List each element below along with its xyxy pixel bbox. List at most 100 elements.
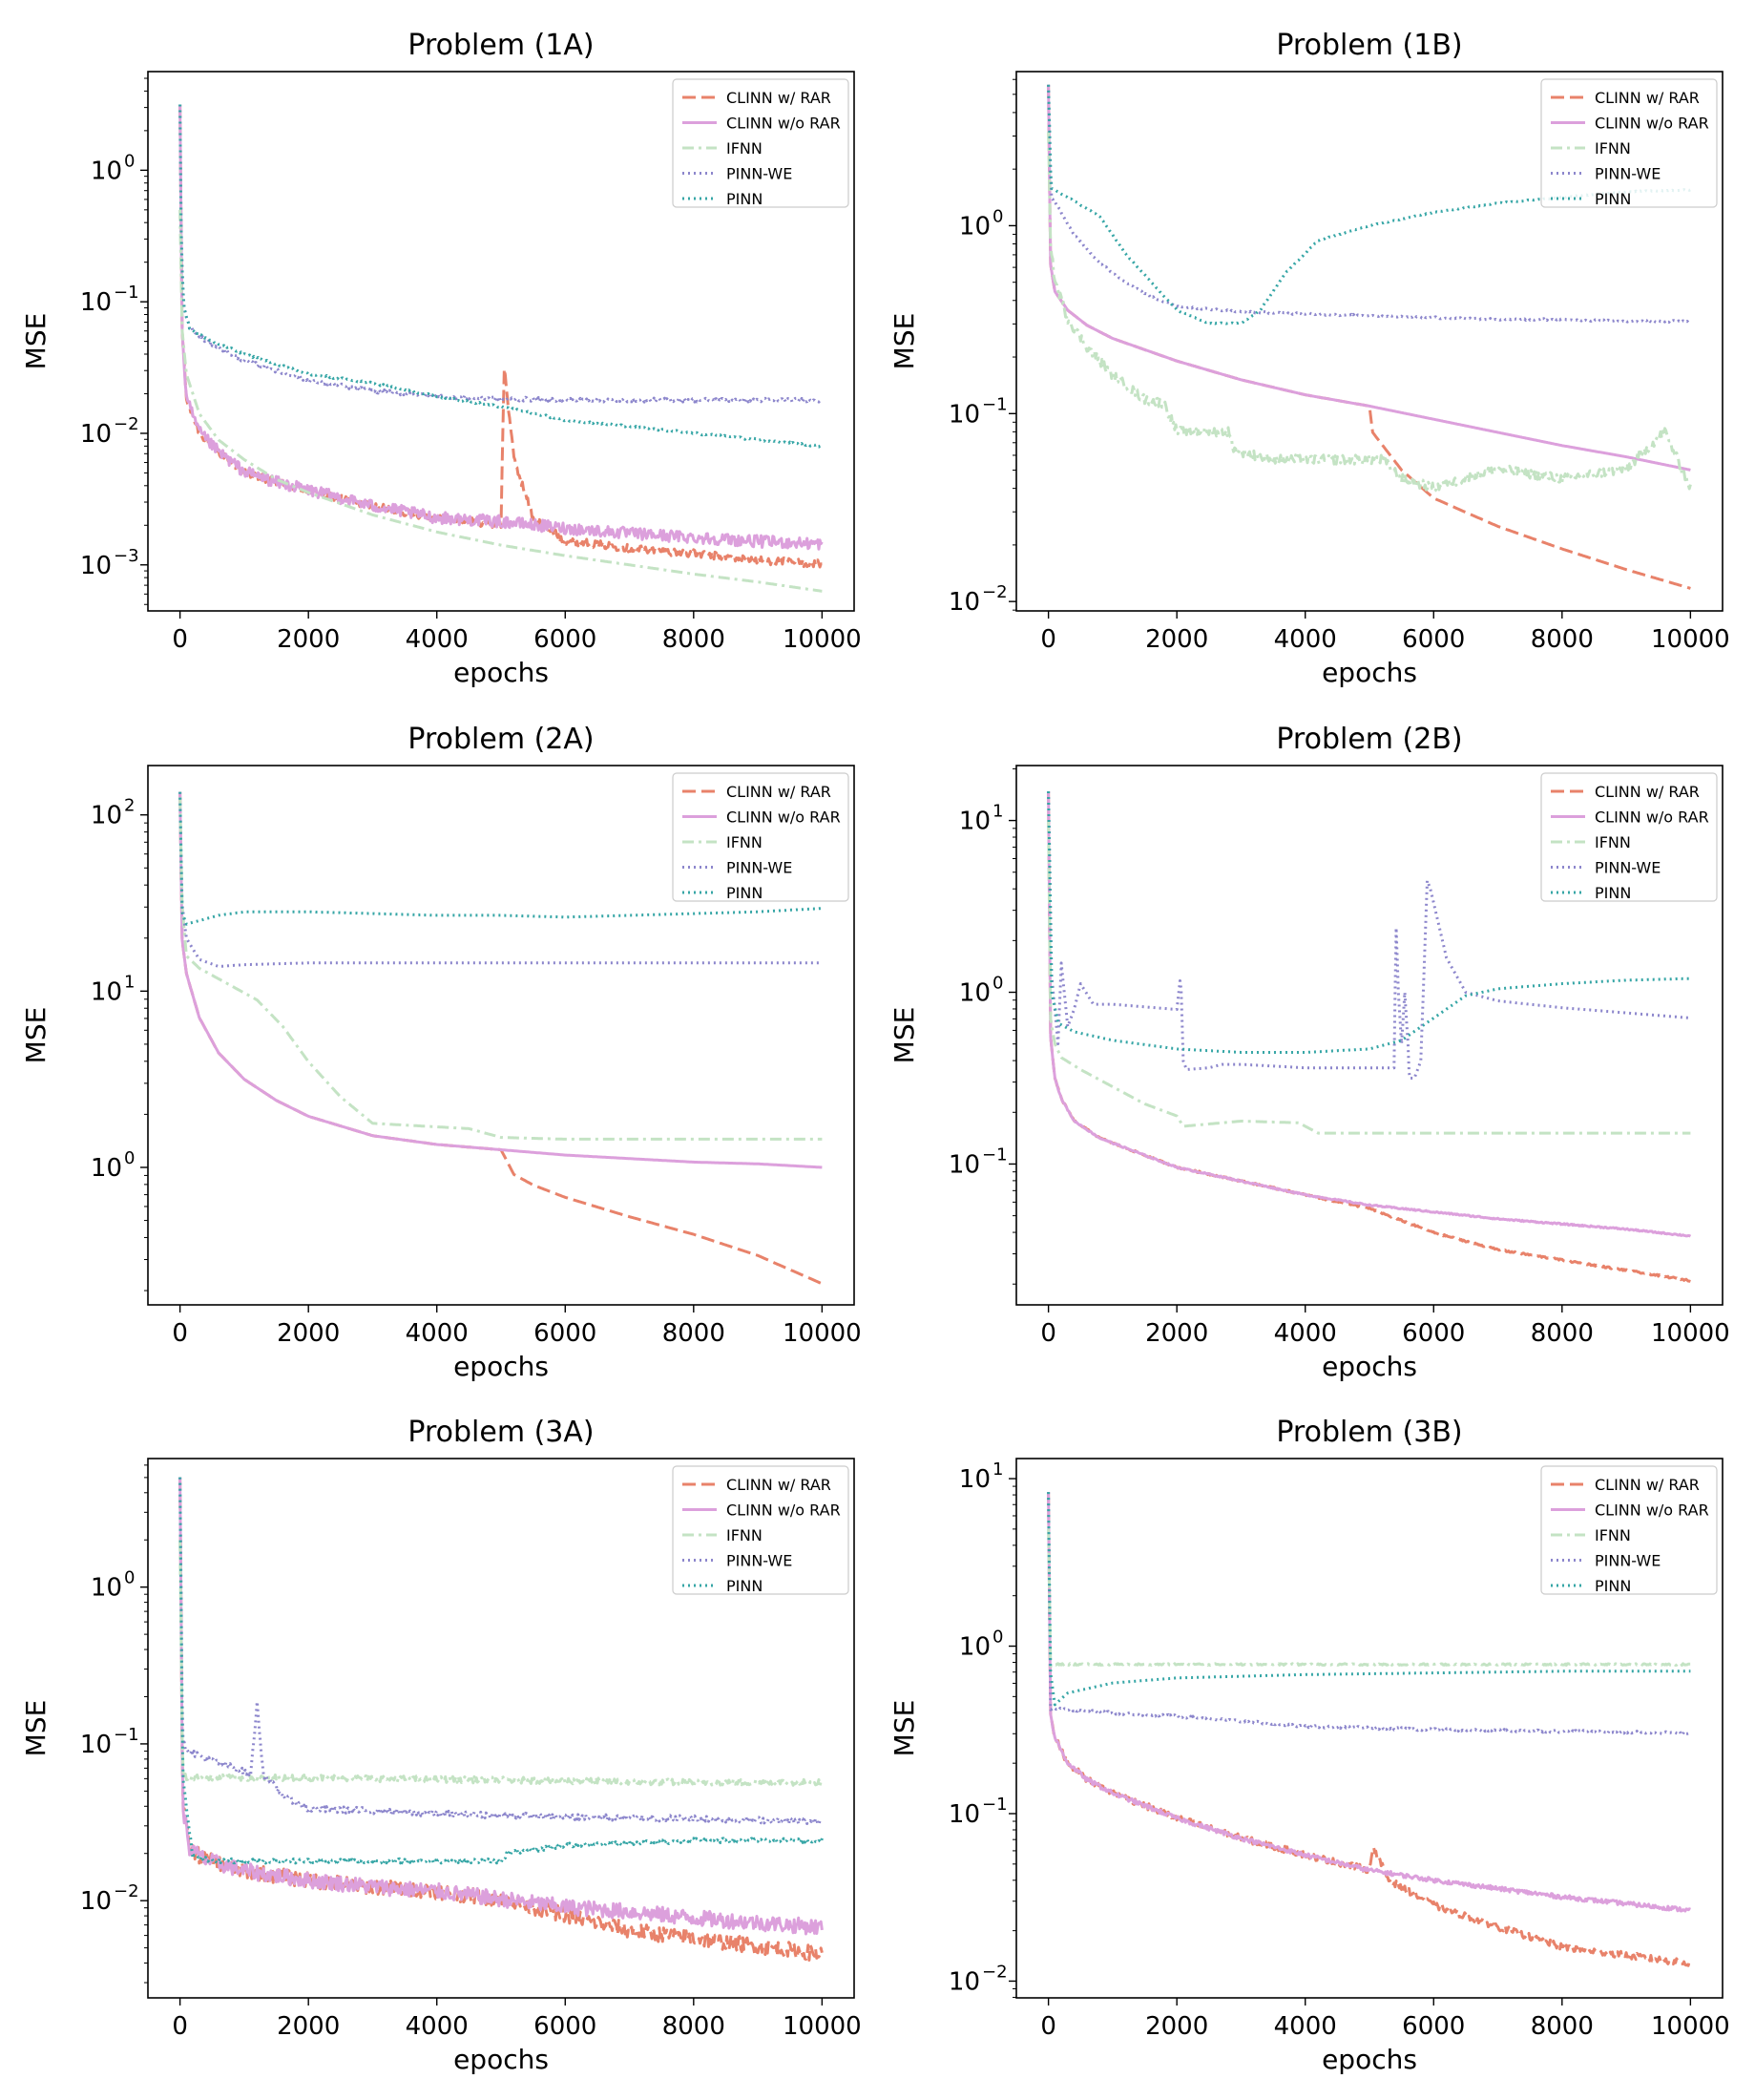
x-tick-label: 10000	[1651, 625, 1730, 654]
x-tick-label: 4000	[1274, 2012, 1337, 2041]
series-line-3	[1047, 1528, 1691, 1668]
x-tick-label: 10000	[1651, 2012, 1730, 2041]
y-tick-base: 10	[91, 157, 122, 185]
x-tick-label: 10000	[783, 2012, 862, 2041]
legend-entry: IFNN	[726, 1526, 763, 1544]
y-tick-base: 10	[80, 552, 112, 580]
legend-entry: PINN-WE	[726, 859, 792, 877]
x-axis-label: epochs	[453, 1351, 549, 1382]
y-tick-label: 10 −2	[949, 1962, 1008, 1996]
y-axis-label: MSE	[20, 313, 52, 370]
y-tick-label: 10 −2	[80, 414, 139, 449]
series-line-3	[178, 209, 823, 593]
legend-entry: CLINN w/o RAR	[1595, 115, 1709, 133]
y-tick-exponent: −1	[114, 1725, 139, 1745]
y-tick-label: 10 0	[91, 1568, 136, 1603]
y-tick-label: 10 −3	[80, 546, 139, 580]
x-tick-label: 2000	[1145, 1319, 1208, 1348]
series-line-2	[178, 1477, 824, 1936]
legend-entry: CLINN w/ RAR	[726, 89, 831, 107]
legend-entry: PINN-WE	[1595, 165, 1661, 183]
x-tick-label: 4000	[1274, 1319, 1337, 1348]
y-tick-exponent: 0	[992, 206, 1003, 226]
legend-entry: PINN	[1595, 190, 1631, 208]
y-tick-exponent: −2	[982, 1962, 1008, 1982]
y-axis-label: MSE	[888, 1700, 920, 1757]
x-axis-label: epochs	[1322, 657, 1417, 688]
legend-entry: CLINN w/ RAR	[726, 783, 831, 801]
x-tick-label: 4000	[406, 1319, 469, 1348]
x-tick-label: 4000	[406, 625, 469, 654]
legend-entry: CLINN w/ RAR	[726, 1476, 831, 1494]
x-axis-label: epochs	[1322, 1351, 1417, 1382]
x-tick-label: 10000	[783, 1319, 862, 1348]
y-tick-label: 10 0	[959, 974, 1004, 1008]
y-axis-label: MSE	[888, 1007, 920, 1064]
y-tick-base: 10	[80, 420, 112, 449]
y-tick-exponent: −1	[982, 1144, 1008, 1165]
legend-entry: PINN	[1595, 884, 1631, 902]
legend-box	[672, 78, 849, 208]
series-line-5	[1047, 790, 1691, 1054]
y-tick-label: 10 2	[91, 796, 136, 830]
series-line-2	[1047, 1492, 1691, 1913]
y-tick-base: 10	[949, 1967, 980, 1996]
series-line-3	[1047, 131, 1692, 494]
x-tick-label: 0	[172, 1319, 188, 1348]
x-tick-label: 8000	[662, 1319, 725, 1348]
legend-entry: CLINN w/o RAR	[726, 1502, 841, 1520]
y-tick-exponent: 2	[124, 796, 135, 816]
x-tick-label: 4000	[1274, 625, 1337, 654]
y-tick-base: 10	[959, 979, 991, 1008]
x-axis-label: epochs	[1322, 2044, 1417, 2075]
x-tick-label: 0	[1040, 2012, 1056, 2041]
x-tick-label: 8000	[662, 2012, 725, 2041]
y-tick-exponent: −2	[982, 582, 1008, 602]
y-tick-base: 10	[959, 212, 991, 241]
series-line-4	[1047, 1492, 1692, 1736]
x-tick-label: 0	[1040, 1319, 1056, 1348]
x-tick-label: 6000	[533, 1319, 596, 1348]
series-line-2	[178, 791, 823, 1169]
series-line-1	[1047, 790, 1691, 1283]
x-tick-label: 0	[172, 2012, 188, 2041]
x-axis-label: epochs	[453, 657, 549, 688]
legend-box	[672, 772, 849, 902]
series-group	[178, 104, 824, 593]
y-axis-label: MSE	[888, 313, 920, 370]
chart-title: Problem (3B)	[1276, 1416, 1462, 1449]
series-line-4	[178, 791, 823, 968]
x-tick-label: 10000	[783, 625, 862, 654]
x-tick-label: 8000	[662, 625, 725, 654]
legend-entry: PINN	[726, 190, 763, 208]
x-tick-label: 6000	[1402, 1319, 1465, 1348]
plot-frame	[147, 1458, 855, 1999]
x-tick-label: 10000	[1651, 1319, 1730, 1348]
y-tick-exponent: 0	[992, 974, 1003, 994]
legend-entry: CLINN w/o RAR	[726, 115, 841, 133]
legend: CLINN w/ RAR CLINN w/o RAR IFNN PINN-WE PINN	[672, 1465, 849, 1595]
y-tick-label: 10 −1	[949, 394, 1008, 429]
y-tick-exponent: −3	[114, 546, 139, 566]
y-tick-exponent: −1	[982, 394, 1008, 414]
y-tick-base: 10	[91, 1574, 122, 1603]
y-tick-base: 10	[959, 1633, 991, 1662]
plot-frame	[1015, 1458, 1724, 1999]
chart-title: Problem (2A)	[407, 723, 594, 756]
x-tick-label: 2000	[1145, 2012, 1208, 2041]
legend-entry: PINN-WE	[1595, 1552, 1661, 1570]
y-tick-base: 10	[91, 1154, 122, 1183]
chart-title: Problem (1A)	[407, 29, 594, 62]
chart-title: Problem (3A)	[407, 1416, 594, 1449]
x-tick-label: 2000	[1145, 625, 1208, 654]
y-tick-label: 10 −1	[949, 1144, 1008, 1179]
series-line-5	[1047, 1492, 1691, 1707]
x-tick-label: 0	[1040, 625, 1056, 654]
legend-entry: IFNN	[726, 139, 763, 158]
legend-entry: IFNN	[1595, 1526, 1631, 1544]
chart-title: Problem (1B)	[1276, 29, 1462, 62]
x-tick-label: 6000	[533, 625, 596, 654]
legend-entry: PINN	[1595, 1577, 1631, 1595]
